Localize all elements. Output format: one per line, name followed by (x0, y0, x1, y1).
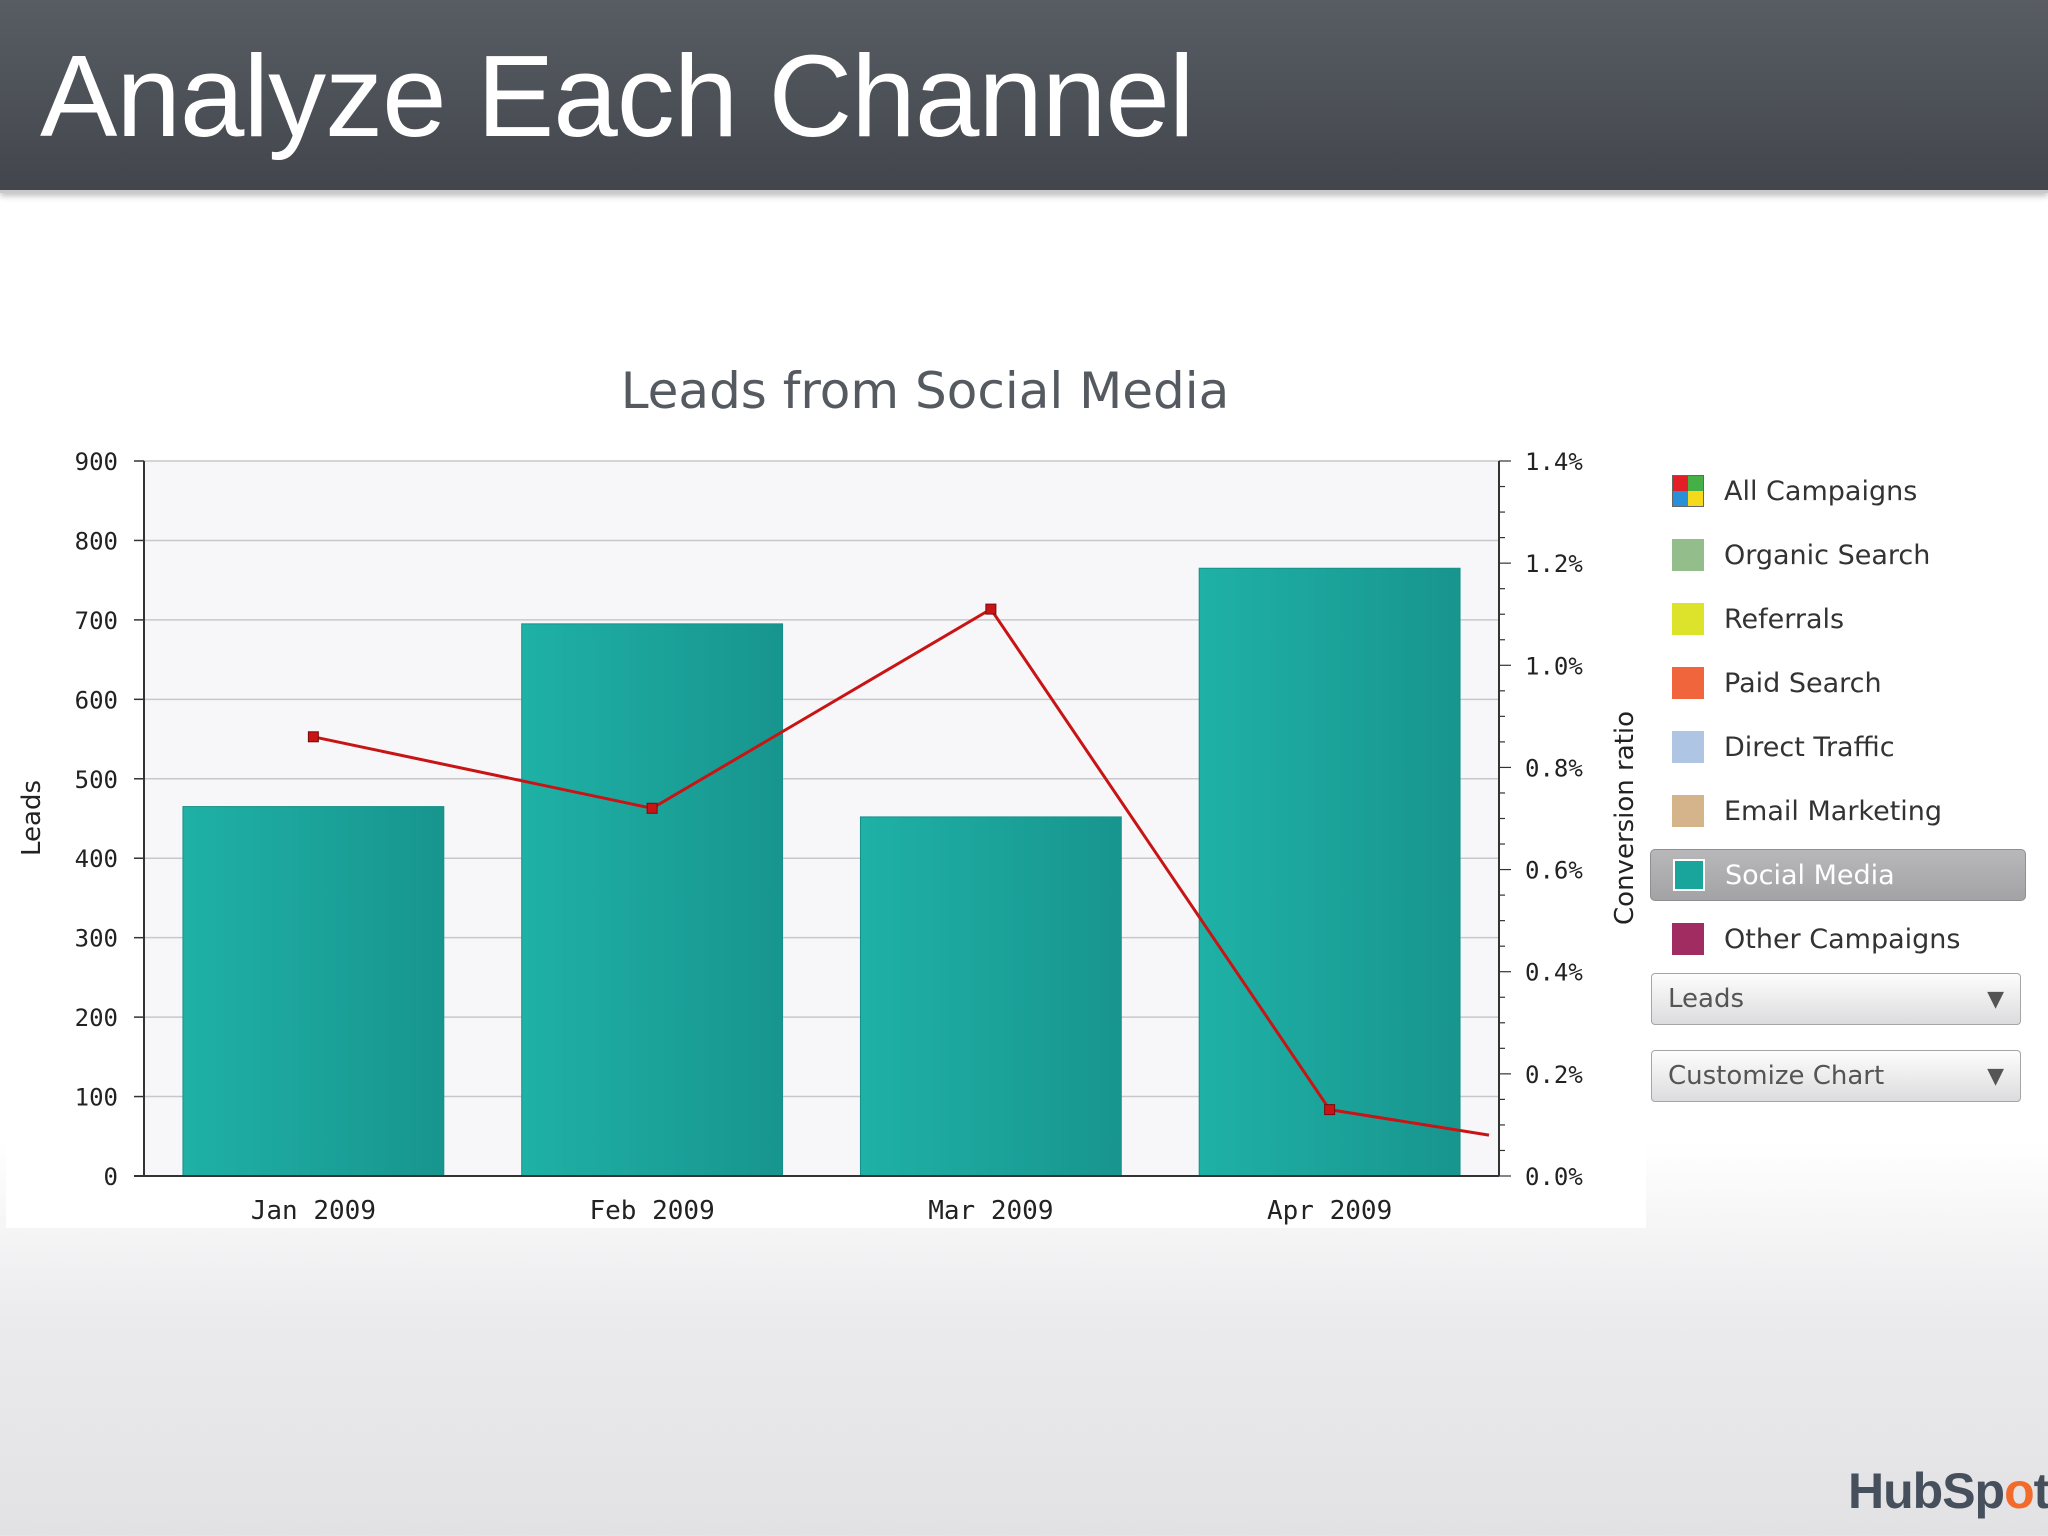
y-tick-label: 900 (75, 448, 118, 476)
slide-header: Analyze Each Channel (0, 0, 2048, 193)
y2-tick-label: 0.6% (1525, 857, 1583, 885)
legend-label: Referrals (1724, 603, 1845, 635)
y-axis-title: Leads (17, 780, 47, 856)
y-tick-label: 100 (75, 1084, 118, 1112)
x-tick-label: Mar 2009 (928, 1196, 1053, 1226)
customize-chart-label: Customize Chart (1668, 1061, 1885, 1091)
legend-item-organic-search[interactable]: Organic Search (1650, 529, 2026, 581)
bar[interactable] (859, 816, 1122, 1177)
y-tick-label: 800 (75, 527, 118, 555)
y2-tick-label: 0.8% (1525, 754, 1583, 782)
swatch-quadrant (1688, 476, 1703, 491)
logo-sprocket: o (2004, 1463, 2035, 1519)
legend-swatch (1672, 731, 1704, 763)
legend-label: Direct Traffic (1724, 731, 1895, 763)
chart-title: Leads from Social Media (621, 362, 1230, 420)
legend-label: All Campaigns (1724, 475, 1918, 507)
legend-swatch (1672, 923, 1704, 955)
y2-tick-label: 0.0% (1525, 1163, 1583, 1191)
metric-dropdown[interactable]: Leads ▼ (1651, 973, 2021, 1025)
logo-text-end: t (2033, 1463, 2048, 1519)
y2-tick-label: 1.0% (1525, 652, 1583, 680)
y2-tick-label: 1.2% (1525, 550, 1583, 578)
swatch-quadrant (1673, 491, 1688, 506)
y2-axis-title: Conversion ratio (1610, 711, 1640, 925)
y-tick-label: 600 (75, 686, 118, 714)
legend-item-all-campaigns[interactable]: All Campaigns (1650, 465, 2026, 517)
line-series (307, 603, 1490, 1137)
x-tick-label: Apr 2009 (1267, 1196, 1392, 1226)
swatch-quadrant (1673, 476, 1688, 491)
y-tick-label: 700 (75, 607, 118, 635)
bar-series (182, 567, 1461, 1177)
legend-item-paid-search[interactable]: Paid Search (1650, 657, 2026, 709)
all-campaigns-icon (1672, 475, 1704, 507)
legend-label: Other Campaigns (1724, 923, 1961, 955)
y-tick-label: 400 (75, 845, 118, 873)
slide-title: Analyze Each Channel (40, 31, 1195, 161)
axes: 0 100 200 300 400 500 600 700 800 900 0.0% 0.2% 0.4%… (75, 448, 1584, 1226)
legend-swatch (1672, 603, 1704, 635)
logo-text: HubSp (1848, 1463, 2005, 1519)
line-point[interactable] (646, 802, 658, 814)
legend-item-other-campaigns[interactable]: Other Campaigns (1650, 913, 2026, 965)
y-tick-label: 0 (104, 1163, 118, 1191)
customize-chart-dropdown[interactable]: Customize Chart ▼ (1651, 1050, 2021, 1102)
legend-item-email-marketing[interactable]: Email Marketing (1650, 785, 2026, 837)
x-tick-label: Feb 2009 (590, 1196, 715, 1226)
legend-swatch (1672, 539, 1704, 571)
hubspot-logo: HubSpot (1848, 1462, 2048, 1520)
legend-item-social-media[interactable]: Social Media (1650, 849, 2026, 901)
y2-tick-label: 0.4% (1525, 959, 1583, 987)
legend-item-direct-traffic[interactable]: Direct Traffic (1650, 721, 2026, 773)
chevron-down-icon: ▼ (1987, 986, 2004, 1012)
legend-swatch (1672, 795, 1704, 827)
legend-label: Organic Search (1724, 539, 1931, 571)
legend-label: Paid Search (1724, 667, 1882, 699)
line-point[interactable] (985, 603, 997, 615)
legend-label: Social Media (1725, 859, 1895, 891)
legend-label: Email Marketing (1724, 795, 1943, 827)
x-tick-label: Jan 2009 (251, 1196, 376, 1226)
line-point[interactable] (307, 731, 319, 743)
y2-tick-label: 0.2% (1525, 1061, 1583, 1089)
line-point[interactable] (1324, 1104, 1336, 1116)
legend-swatch (1672, 667, 1704, 699)
bar[interactable] (521, 623, 784, 1177)
y-tick-label: 500 (75, 766, 118, 794)
y-tick-label: 200 (75, 1004, 118, 1032)
legend: All Campaigns Organic Search Referrals Paid… (1650, 465, 2026, 977)
legend-item-referrals[interactable]: Referrals (1650, 593, 2026, 645)
chevron-down-icon: ▼ (1987, 1063, 2004, 1089)
swatch-quadrant (1688, 491, 1703, 506)
bar[interactable] (1198, 567, 1461, 1177)
y2-tick-label: 1.4% (1525, 448, 1583, 476)
metric-dropdown-value: Leads (1668, 984, 1745, 1014)
y-tick-label: 300 (75, 925, 118, 953)
bar[interactable] (182, 806, 445, 1177)
legend-swatch (1673, 859, 1705, 891)
